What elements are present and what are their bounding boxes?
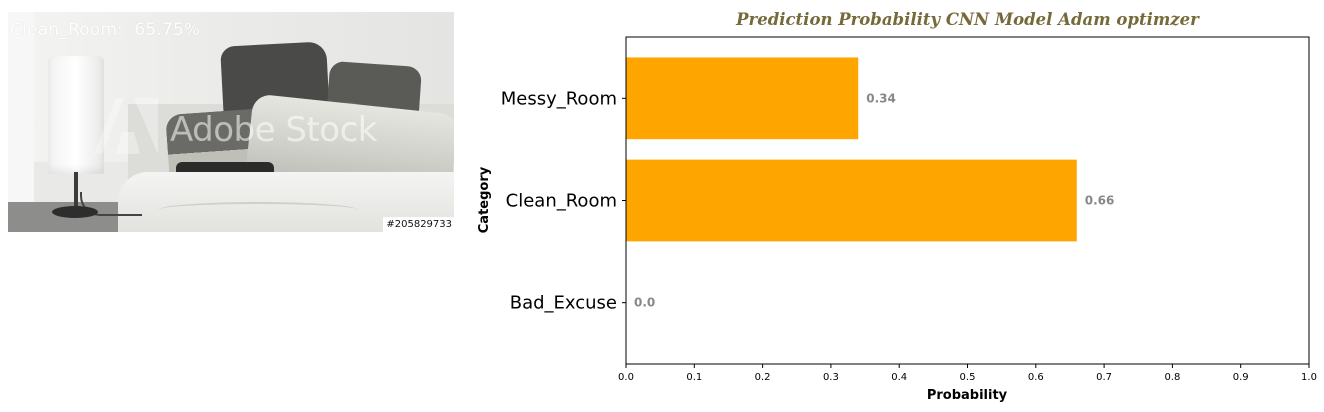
x-ticks-group: 0.0 0.1 0.2 0.3 0.4 0.5 0.6 0.7 0.8 0.9 1.0 xyxy=(618,364,1317,383)
photo-lamp-base xyxy=(52,206,98,218)
value-label: 0.66 xyxy=(1085,194,1115,208)
photo-wall-edge xyxy=(8,12,34,212)
room-photo: Adobe Stock #205829733 Clean_Room: 65.75… xyxy=(8,12,454,232)
watermark-logo-icon xyxy=(94,98,158,154)
photo-lamp-stem xyxy=(74,172,78,210)
x-tick-label: 0.2 xyxy=(755,372,771,383)
x-tick-label: 0.8 xyxy=(1164,372,1180,383)
y-tick-label: Clean_Room xyxy=(506,191,617,212)
y-ticks-group: Bad_Excuse Clean_Room Messy_Room xyxy=(501,88,626,314)
value-labels-group: 0.0 0.66 0.34 xyxy=(634,91,1114,309)
x-tick-label: 0.9 xyxy=(1233,372,1249,383)
photo-lamp-shade xyxy=(48,56,104,174)
x-axis-title: Probability xyxy=(927,388,1008,403)
y-tick-label: Messy_Room xyxy=(501,88,617,109)
y-axis-title: Category xyxy=(477,166,492,233)
x-tick-label: 0.5 xyxy=(960,372,976,383)
x-tick-label: 0.3 xyxy=(823,372,839,383)
bars-group xyxy=(626,57,1077,242)
x-tick-label: 1.0 xyxy=(1301,372,1317,383)
watermark-text: Adobe Stock xyxy=(170,110,377,150)
x-tick-label: 0.1 xyxy=(686,372,702,383)
x-tick-label: 0.4 xyxy=(891,372,907,383)
bar-messy-room xyxy=(626,57,859,140)
bar-clean-room xyxy=(626,159,1077,242)
chart-title: Prediction Probability CNN Model Adam op… xyxy=(736,10,1199,29)
photo-lamp-cord xyxy=(80,192,142,216)
photo-duvet-fold xyxy=(158,202,358,218)
stock-id: #205829733 xyxy=(383,217,454,232)
x-tick-label: 0.7 xyxy=(1096,372,1112,383)
x-tick-label: 0.6 xyxy=(1028,372,1044,383)
x-tick-label: 0.0 xyxy=(618,372,634,383)
value-label: 0.34 xyxy=(866,91,896,105)
value-label: 0.0 xyxy=(634,296,655,310)
y-tick-label: Bad_Excuse xyxy=(510,293,617,314)
prediction-label: Clean_Room: 65.75% xyxy=(10,20,201,40)
